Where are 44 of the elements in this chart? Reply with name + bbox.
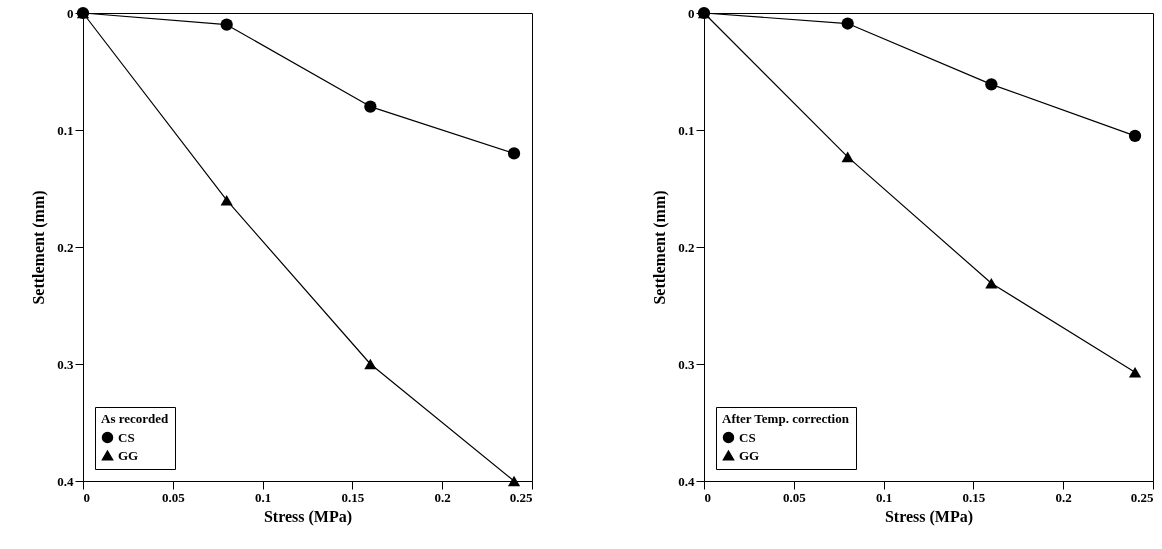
y-axis-title: Settlement (mm): [30, 190, 49, 305]
point: [507, 475, 521, 487]
point: [220, 194, 233, 206]
x-axis-title: Stress (MPa): [263, 507, 353, 526]
x-tick-label: 0.1: [875, 489, 893, 505]
point: [841, 151, 854, 163]
point: [364, 358, 377, 370]
point: [985, 78, 998, 91]
x-tick-label: 0.15: [341, 489, 365, 505]
y-tick-label: 0.3: [678, 356, 695, 372]
y-tick-label: 0.2: [57, 239, 74, 255]
point: [1128, 366, 1142, 378]
x-tick-label: 0.05: [161, 489, 186, 505]
legend-label: CS: [739, 429, 756, 445]
legend-label: GG: [739, 447, 760, 463]
point: [364, 100, 377, 113]
legend-title: After Temp. correction: [722, 411, 850, 426]
y-tick-label: 0.2: [678, 239, 695, 255]
y-tick-label: 0: [67, 5, 74, 21]
y-tick-label: 0.4: [678, 473, 695, 489]
y-tick-label: 0.1: [57, 122, 74, 138]
x-tick-label: 0.1: [254, 489, 272, 505]
y-tick-label: 0.1: [678, 122, 695, 138]
y-tick-label: 0: [688, 5, 695, 21]
point: [507, 147, 521, 160]
x-tick-label: 0.2: [434, 489, 451, 505]
point: [985, 277, 998, 289]
x-tick-label: 0.15: [962, 489, 986, 505]
x-axis-title: Stress (MPa): [884, 507, 974, 526]
point: [1128, 129, 1142, 142]
legend-label: CS: [118, 429, 135, 445]
y-axis-title: Settlement (mm): [651, 190, 670, 305]
legend-label: GG: [118, 447, 139, 463]
point: [841, 17, 854, 30]
x-tick-label: 0.25: [509, 489, 533, 505]
x-tick-label: 0.05: [782, 489, 807, 505]
x-tick-label: 0: [83, 489, 90, 505]
y-tick-label: 0.3: [57, 356, 74, 372]
point: [220, 18, 233, 31]
x-tick-label: 0.2: [1055, 489, 1072, 505]
x-tick-label: 0: [704, 489, 711, 505]
legend-title: As recorded: [101, 411, 170, 426]
y-tick-label: 0.4: [57, 473, 74, 489]
x-tick-label: 0.25: [1130, 489, 1154, 505]
